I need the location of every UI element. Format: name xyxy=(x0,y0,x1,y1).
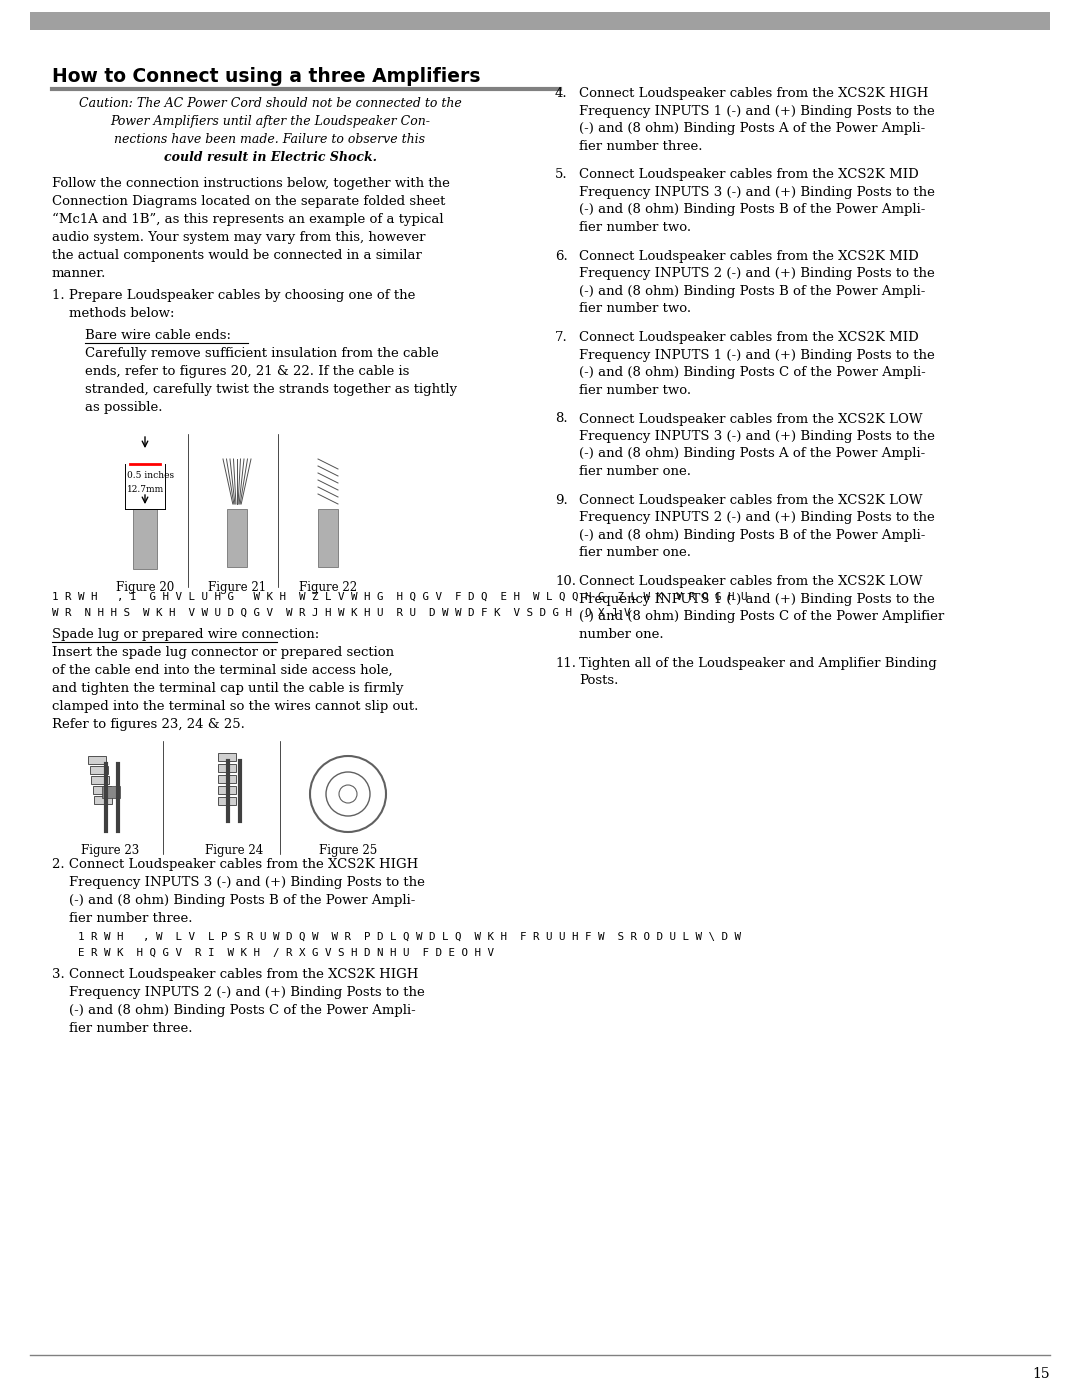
Text: fier number two.: fier number two. xyxy=(579,302,691,316)
Text: Caution: The AC Power Cord should not be connected to the: Caution: The AC Power Cord should not be… xyxy=(79,96,461,110)
Text: 15: 15 xyxy=(1032,1368,1050,1382)
Text: (-) and (8 ohm) Binding Posts A of the Power Ampli-: (-) and (8 ohm) Binding Posts A of the P… xyxy=(579,447,926,461)
Text: Frequency INPUTS 2 (-) and (+) Binding Posts to the: Frequency INPUTS 2 (-) and (+) Binding P… xyxy=(579,511,935,524)
Text: Frequency INPUTS 3 (-) and (+) Binding Posts to the: Frequency INPUTS 3 (-) and (+) Binding P… xyxy=(579,186,935,198)
Text: Spade lug or prepared wire connection:: Spade lug or prepared wire connection: xyxy=(52,629,320,641)
Bar xyxy=(91,775,109,784)
Text: (-) and (8 ohm) Binding Posts C of the Power Ampli-: (-) and (8 ohm) Binding Posts C of the P… xyxy=(52,1004,416,1017)
Text: Insert the spade lug connector or prepared section: Insert the spade lug connector or prepar… xyxy=(52,645,394,659)
Text: Frequency INPUTS 1 (-) and (+) Binding Posts to the: Frequency INPUTS 1 (-) and (+) Binding P… xyxy=(579,349,935,362)
Text: stranded, carefully twist the strands together as tightly: stranded, carefully twist the strands to… xyxy=(85,383,457,395)
Text: nections have been made. Failure to observe this: nections have been made. Failure to obse… xyxy=(114,133,426,147)
Text: (-) and (8 ohm) Binding Posts C of the Power Amplifier: (-) and (8 ohm) Binding Posts C of the P… xyxy=(579,610,944,623)
Text: fier number one.: fier number one. xyxy=(579,465,691,478)
Text: W R  N H H S  W K H  V W U D Q G V  W R J H W K H U  R U  D W W D F K  V S D G H: W R N H H S W K H V W U D Q G V W R J H … xyxy=(52,608,631,617)
Text: fier number one.: fier number one. xyxy=(579,546,691,559)
Bar xyxy=(227,509,247,567)
Text: Posts.: Posts. xyxy=(579,675,619,687)
Text: fier number three.: fier number three. xyxy=(52,1023,192,1035)
Text: 7.: 7. xyxy=(555,331,568,344)
Text: fier number two.: fier number two. xyxy=(579,221,691,233)
Text: Figure 24: Figure 24 xyxy=(205,844,264,856)
Bar xyxy=(87,756,106,764)
Bar xyxy=(218,787,237,793)
Text: manner.: manner. xyxy=(52,267,106,279)
Text: 8.: 8. xyxy=(555,412,568,426)
Text: 12.7mm: 12.7mm xyxy=(127,485,164,493)
Text: fier number three.: fier number three. xyxy=(579,140,702,152)
Bar xyxy=(218,764,237,773)
Text: Follow the connection instructions below, together with the: Follow the connection instructions below… xyxy=(52,177,450,190)
Text: 5.: 5. xyxy=(555,169,568,182)
Text: 6.: 6. xyxy=(555,250,568,263)
Text: Connection Diagrams located on the separate folded sheet: Connection Diagrams located on the separ… xyxy=(52,196,445,208)
Text: Power Amplifiers until after the Loudspeaker Con-: Power Amplifiers until after the Loudspe… xyxy=(110,115,430,129)
Bar xyxy=(30,13,1050,29)
Text: E R W K  H Q G V  R I  W K H  / R X G V S H D N H U  F D E O H V: E R W K H Q G V R I W K H / R X G V S H … xyxy=(52,949,494,958)
Text: Bare wire cable ends:: Bare wire cable ends: xyxy=(85,330,231,342)
Text: Figure 22: Figure 22 xyxy=(299,581,357,594)
Text: fier number three.: fier number three. xyxy=(52,912,192,925)
Bar xyxy=(218,775,237,782)
Text: Frequency INPUTS 2 (-) and (+) Binding Posts to the: Frequency INPUTS 2 (-) and (+) Binding P… xyxy=(52,986,424,999)
Bar xyxy=(318,509,338,567)
Text: Figure 20: Figure 20 xyxy=(116,581,174,594)
Text: audio system. Your system may vary from this, however: audio system. Your system may vary from … xyxy=(52,231,426,244)
Text: Connect Loudspeaker cables from the XCS2K LOW: Connect Loudspeaker cables from the XCS2… xyxy=(579,495,922,507)
Text: Refer to figures 23, 24 & 25.: Refer to figures 23, 24 & 25. xyxy=(52,718,245,731)
Text: (-) and (8 ohm) Binding Posts B of the Power Ampli-: (-) and (8 ohm) Binding Posts B of the P… xyxy=(579,529,926,542)
Bar xyxy=(133,509,157,569)
Text: 2. Connect Loudspeaker cables from the XCS2K HIGH: 2. Connect Loudspeaker cables from the X… xyxy=(52,858,418,870)
Text: (-) and (8 ohm) Binding Posts C of the Power Ampli-: (-) and (8 ohm) Binding Posts C of the P… xyxy=(579,366,926,379)
Bar xyxy=(102,787,120,798)
Text: Connect Loudspeaker cables from the XCS2K MID: Connect Loudspeaker cables from the XCS2… xyxy=(579,331,919,344)
Text: Connect Loudspeaker cables from the XCS2K MID: Connect Loudspeaker cables from the XCS2… xyxy=(579,250,919,263)
Text: 10.: 10. xyxy=(555,576,576,588)
Text: (-) and (8 ohm) Binding Posts A of the Power Ampli-: (-) and (8 ohm) Binding Posts A of the P… xyxy=(579,122,926,136)
Text: Frequency INPUTS 3 (-) and (+) Binding Posts to the: Frequency INPUTS 3 (-) and (+) Binding P… xyxy=(52,876,424,888)
Text: 4.: 4. xyxy=(555,87,568,101)
Text: Frequency INPUTS 3 (-) and (+) Binding Posts to the: Frequency INPUTS 3 (-) and (+) Binding P… xyxy=(579,430,935,443)
Text: Connect Loudspeaker cables from the XCS2K MID: Connect Loudspeaker cables from the XCS2… xyxy=(579,169,919,182)
Text: Frequency INPUTS 1 (-) and (+) Binding Posts to the: Frequency INPUTS 1 (-) and (+) Binding P… xyxy=(579,592,935,606)
Text: Tighten all of the Loudspeaker and Amplifier Binding: Tighten all of the Loudspeaker and Ampli… xyxy=(579,657,936,669)
Text: Connect Loudspeaker cables from the XCS2K LOW: Connect Loudspeaker cables from the XCS2… xyxy=(579,412,922,426)
Text: methods below:: methods below: xyxy=(52,307,175,320)
Text: 3. Connect Loudspeaker cables from the XCS2K HIGH: 3. Connect Loudspeaker cables from the X… xyxy=(52,968,418,981)
Bar xyxy=(93,787,110,793)
Text: ends, refer to figures 20, 21 & 22. If the cable is: ends, refer to figures 20, 21 & 22. If t… xyxy=(85,365,409,379)
Text: 1 R W H   , W  L V  L P S R U W D Q W  W R  P D L Q W D L Q  W K H  F R U U H F : 1 R W H , W L V L P S R U W D Q W W R P … xyxy=(52,932,741,942)
Text: the actual components would be connected in a similar: the actual components would be connected… xyxy=(52,249,422,263)
Bar xyxy=(90,766,108,774)
Text: “Mc1A and 1B”, as this represents an example of a typical: “Mc1A and 1B”, as this represents an exa… xyxy=(52,212,444,226)
Text: Frequency INPUTS 2 (-) and (+) Binding Posts to the: Frequency INPUTS 2 (-) and (+) Binding P… xyxy=(579,267,935,281)
Text: Figure 21: Figure 21 xyxy=(208,581,266,594)
Text: How to Connect using a three Amplifiers: How to Connect using a three Amplifiers xyxy=(52,67,481,87)
Text: Carefully remove sufficient insulation from the cable: Carefully remove sufficient insulation f… xyxy=(85,346,438,360)
Text: 1. Prepare Loudspeaker cables by choosing one of the: 1. Prepare Loudspeaker cables by choosin… xyxy=(52,289,416,302)
Text: Frequency INPUTS 1 (-) and (+) Binding Posts to the: Frequency INPUTS 1 (-) and (+) Binding P… xyxy=(579,105,935,117)
Text: clamped into the terminal so the wires cannot slip out.: clamped into the terminal so the wires c… xyxy=(52,700,418,712)
Bar xyxy=(218,798,237,805)
Text: (-) and (8 ohm) Binding Posts B of the Power Ampli-: (-) and (8 ohm) Binding Posts B of the P… xyxy=(52,894,416,907)
Text: Connect Loudspeaker cables from the XCS2K LOW: Connect Loudspeaker cables from the XCS2… xyxy=(579,576,922,588)
Text: as possible.: as possible. xyxy=(85,401,162,414)
Text: Figure 25: Figure 25 xyxy=(319,844,377,856)
Text: fier number two.: fier number two. xyxy=(579,384,691,397)
Text: of the cable end into the terminal side access hole,: of the cable end into the terminal side … xyxy=(52,664,393,678)
Text: could result in Electric Shock.: could result in Electric Shock. xyxy=(163,151,377,163)
Bar xyxy=(218,753,237,761)
Text: 0.5 inches: 0.5 inches xyxy=(127,472,174,481)
Text: Figure 23: Figure 23 xyxy=(81,844,139,856)
Text: (-) and (8 ohm) Binding Posts B of the Power Ampli-: (-) and (8 ohm) Binding Posts B of the P… xyxy=(579,285,926,298)
Text: 9.: 9. xyxy=(555,495,568,507)
Bar xyxy=(94,796,112,805)
Text: number one.: number one. xyxy=(579,627,663,641)
Text: 11.: 11. xyxy=(555,657,576,669)
Text: (-) and (8 ohm) Binding Posts B of the Power Ampli-: (-) and (8 ohm) Binding Posts B of the P… xyxy=(579,204,926,217)
Text: and tighten the terminal cap until the cable is firmly: and tighten the terminal cap until the c… xyxy=(52,682,404,694)
Text: 1 R W H   , I  G H V L U H G   W K H  W Z L V W H G  H Q G V  F D Q  E H  W L Q : 1 R W H , I G H V L U H G W K H W Z L V … xyxy=(52,592,747,602)
Text: Connect Loudspeaker cables from the XCS2K HIGH: Connect Loudspeaker cables from the XCS2… xyxy=(579,87,929,101)
